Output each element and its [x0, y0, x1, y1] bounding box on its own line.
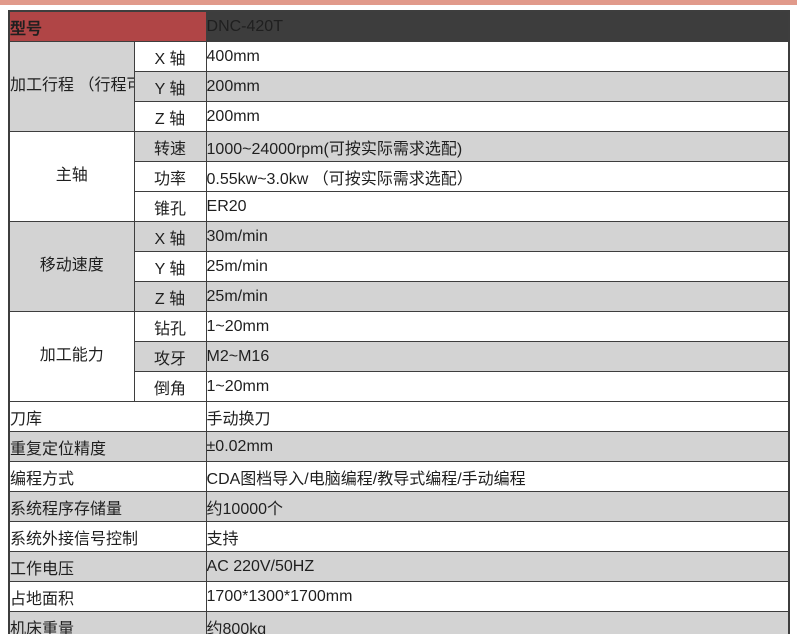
sub-label-cell: 倒角: [133, 371, 207, 402]
row-label-cell: 编程方式: [8, 461, 207, 492]
header-row: 型号 DNC-420T: [8, 10, 790, 42]
table-row: 工作电压 AC 220V/50HZ: [8, 551, 790, 582]
row-value-cell: 1700*1300*1700mm: [205, 581, 790, 612]
row-value-cell: 手动换刀: [205, 401, 790, 432]
value-cell: 30m/min: [205, 221, 790, 252]
row-value-cell: CDA图档导入/电脑编程/教导式编程/手动编程: [205, 461, 790, 492]
table-row: 系统程序存储量 约10000个: [8, 491, 790, 522]
sub-label-cell: 转速: [133, 131, 207, 162]
value-cell: 1000~24000rpm(可按实际需求选配): [205, 131, 790, 162]
sub-label-cell: Z 轴: [133, 101, 207, 132]
value-cell: M2~M16: [205, 341, 790, 372]
table-row: Z 轴 200mm: [9, 101, 790, 132]
sub-label-cell: Z 轴: [133, 281, 207, 312]
value-cell: 1~20mm: [205, 371, 790, 402]
table-row: 倒角 1~20mm: [9, 371, 790, 402]
row-value-cell: 约800kg: [205, 611, 790, 634]
value-cell: 25m/min: [205, 251, 790, 282]
row-value-cell: AC 220V/50HZ: [205, 551, 790, 582]
value-cell: 0.55kw~3.0kw （可按实际需求选配）: [205, 161, 790, 192]
category-cell-spindle: 主轴: [8, 131, 135, 222]
sub-label-cell: Y 轴: [133, 251, 207, 282]
table-row: 机床重量 约800kg: [8, 611, 790, 634]
table-row: 锥孔 ER20: [9, 191, 790, 222]
table-row: 重复定位精度 ±0.02mm: [8, 431, 790, 462]
row-label-cell: 系统外接信号控制: [8, 521, 207, 552]
row-value-cell: 约10000个: [205, 491, 790, 522]
category-cell-travel-speed: 移动速度: [8, 221, 135, 312]
row-label-cell: 工作电压: [8, 551, 207, 582]
row-label-cell: 占地面积: [8, 581, 207, 612]
row-value-cell: ±0.02mm: [205, 431, 790, 462]
model-header-cell: 型号: [8, 10, 207, 42]
value-cell: 400mm: [205, 41, 790, 72]
table-row: 攻牙 M2~M16: [9, 341, 790, 372]
sub-label-cell: X 轴: [133, 41, 207, 72]
value-cell: 25m/min: [205, 281, 790, 312]
sub-label-cell: 攻牙: [133, 341, 207, 372]
category-cell-machining-capacity: 加工能力: [8, 311, 135, 402]
table-row: 编程方式 CDA图档导入/电脑编程/教导式编程/手动编程: [8, 461, 790, 492]
row-label-cell: 重复定位精度: [8, 431, 207, 462]
sub-label-cell: X 轴: [133, 221, 207, 252]
model-value-cell: DNC-420T: [205, 10, 790, 42]
sub-label-cell: 功率: [133, 161, 207, 192]
table-row: 加工行程 （行程可定制） X 轴 400mm: [8, 41, 790, 132]
table-row: 系统外接信号控制 支持: [8, 521, 790, 552]
sub-label-cell: 钻孔: [133, 311, 207, 342]
value-cell: 200mm: [205, 71, 790, 102]
table-row: 占地面积 1700*1300*1700mm: [8, 581, 790, 612]
row-label-cell: 机床重量: [8, 611, 207, 634]
spec-table: 型号 DNC-420T 加工行程 （行程可定制） X 轴 400mm Y 轴 2…: [8, 10, 790, 634]
table-row: 功率 0.55kw~3.0kw （可按实际需求选配）: [9, 161, 790, 192]
table-row: Y 轴 25m/min: [9, 251, 790, 282]
category-cell-machining-travel: 加工行程 （行程可定制）: [8, 41, 135, 132]
row-label-cell: 刀库: [8, 401, 207, 432]
sub-label-cell: Y 轴: [133, 71, 207, 102]
row-label-cell: 系统程序存储量: [8, 491, 207, 522]
table-row: 刀库 手动换刀: [8, 401, 790, 432]
top-accent-bar: [0, 0, 797, 5]
value-cell: 1~20mm: [205, 311, 790, 342]
row-value-cell: 支持: [205, 521, 790, 552]
value-cell: ER20: [205, 191, 790, 222]
value-cell: 200mm: [205, 101, 790, 132]
sub-label-cell: 锥孔: [133, 191, 207, 222]
table-row: 移动速度 X 轴 30m/min: [8, 221, 790, 312]
table-row: 主轴 转速 1000~24000rpm(可按实际需求选配): [8, 131, 790, 222]
table-row: 加工能力 钻孔 1~20mm: [8, 311, 790, 402]
